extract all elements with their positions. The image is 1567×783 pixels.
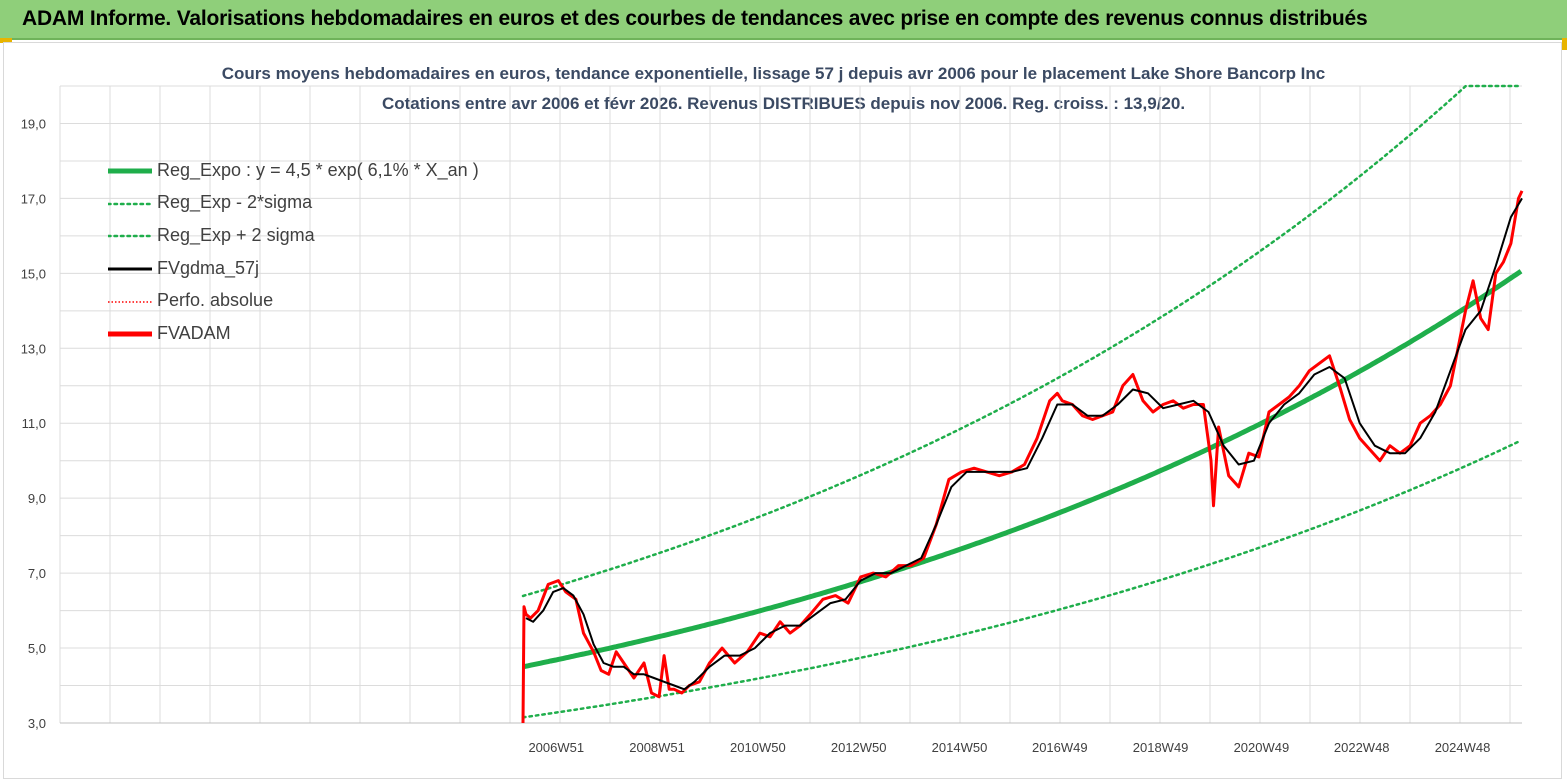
banner-corner-right [1562, 38, 1567, 50]
legend-item: Reg_Exp - 2*sigma [108, 187, 479, 220]
legend-swatch [108, 300, 152, 303]
legend-label: Reg_Expo : y = 4,5 * exp( 6,1% * X_an ) [157, 159, 479, 180]
series-reg-exp-minus-2sigma [521, 439, 1523, 719]
x-tick-label: 2020W49 [1234, 740, 1290, 755]
series-fvgdma-57j [525, 197, 1523, 691]
chart-subtitle: Cotations entre avr 2006 et févr 2026. R… [381, 94, 1186, 113]
legend-label: Perfo. absolue [157, 290, 274, 311]
grid-lines [59, 85, 1522, 724]
series-lines [521, 84, 1524, 724]
report-title: ADAM Informe. Valorisations hebdomadaire… [22, 7, 1368, 30]
legend-item: FVgdma_57j [108, 252, 479, 285]
legend-label: FVADAM [157, 322, 231, 343]
legend-swatch [108, 267, 152, 271]
y-tick-label: 9,0 [28, 491, 46, 506]
chart-title: Cours moyens hebdomadaires en euros, ten… [221, 64, 1326, 83]
x-tick-label: 2014W50 [932, 740, 988, 755]
legend-label: Reg_Exp - 2*sigma [157, 192, 313, 213]
series-reg-exp-plus-2sigma [521, 84, 1523, 598]
x-tick-label: 2010W50 [730, 740, 786, 755]
legend-label: Reg_Exp + 2 sigma [157, 224, 315, 245]
x-tick-label: 2016W49 [1032, 740, 1088, 755]
x-tick-label: 2022W48 [1334, 740, 1390, 755]
x-tick-label: 2018W49 [1133, 740, 1189, 755]
banner-corner-left [0, 38, 12, 43]
y-tick-label: 15,0 [21, 266, 46, 281]
chart-legend: Reg_Expo : y = 4,5 * exp( 6,1% * X_an ) R… [108, 154, 479, 350]
legend-item: FVADAM [108, 317, 479, 350]
legend-swatch [108, 168, 152, 174]
legend-item: Reg_Exp + 2 sigma [108, 219, 479, 252]
x-tick-label: 2006W51 [528, 740, 584, 755]
y-tick-label: 13,0 [21, 341, 46, 356]
series-reg-expo [522, 269, 1523, 670]
x-axis-ticks: 2006W51 2008W51 2010W50 2012W50 2014W50 2016W… [528, 740, 1490, 755]
y-tick-label: 7,0 [28, 566, 46, 581]
x-tick-label: 2012W50 [831, 740, 887, 755]
legend-item: Reg_Expo : y = 4,5 * exp( 6,1% * X_an ) [108, 154, 479, 187]
legend-item: Perfo. absolue [108, 284, 479, 317]
y-tick-label: 3,0 [28, 716, 46, 731]
legend-swatch [108, 235, 152, 238]
legend-swatch [108, 331, 152, 337]
y-tick-label: 19,0 [21, 116, 46, 131]
series-fvadam [521, 190, 1524, 724]
legend-swatch [108, 202, 152, 206]
y-tick-label: 5,0 [28, 641, 46, 656]
y-axis-ticks: 3,0 5,0 7,0 9,0 11,0 13,0 15,0 17,0 19,0 [21, 116, 46, 731]
y-tick-label: 17,0 [21, 191, 46, 206]
y-tick-label: 11,0 [22, 416, 46, 431]
legend-label: FVgdma_57j [157, 257, 260, 278]
report-banner: ADAM Informe. Valorisations hebdomadaire… [0, 0, 1567, 40]
x-tick-label: 2008W51 [629, 740, 685, 755]
x-tick-label: 2024W48 [1435, 740, 1491, 755]
chart-frame [3, 42, 1562, 779]
